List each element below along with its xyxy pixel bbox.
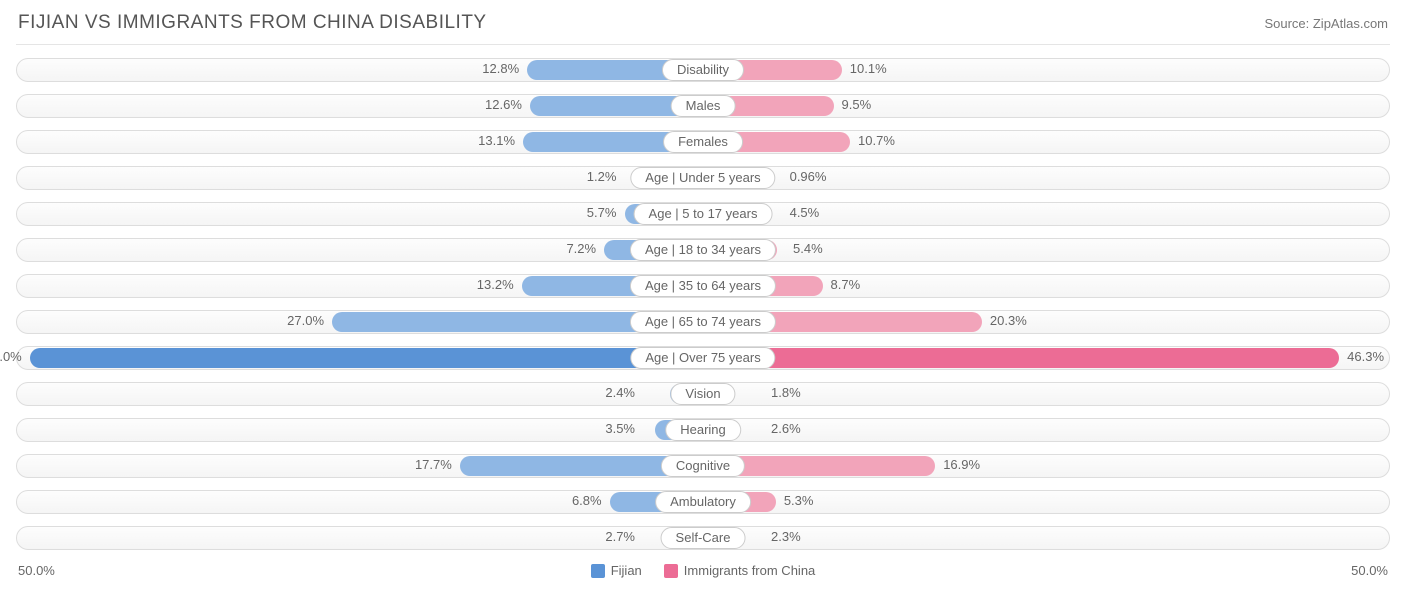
chart-area: Disability 12.8% 10.1% Males 12.6% 9.5% Female… bbox=[16, 44, 1390, 553]
value-right: 9.5% bbox=[842, 97, 872, 112]
chart-row: Age | Over 75 years49.0%46.3% bbox=[16, 343, 1390, 373]
value-right: 20.3% bbox=[990, 313, 1027, 328]
value-left: 27.0% bbox=[287, 313, 324, 328]
value-left: 1.2% bbox=[587, 169, 617, 184]
chart-title: FIJIAN VS IMMIGRANTS FROM CHINA DISABILI… bbox=[18, 12, 487, 34]
chart-source: Source: ZipAtlas.com bbox=[1264, 16, 1388, 31]
row-label: Age | 35 to 64 years bbox=[630, 275, 776, 297]
value-right: 2.3% bbox=[771, 529, 801, 544]
axis-left-max: 50.0% bbox=[18, 563, 55, 578]
row-label: Males bbox=[671, 95, 736, 117]
row-label: Age | 18 to 34 years bbox=[630, 239, 776, 261]
value-right: 5.3% bbox=[784, 493, 814, 508]
row-label: Females bbox=[663, 131, 743, 153]
bar-right bbox=[703, 348, 1339, 368]
row-label: Vision bbox=[670, 383, 735, 405]
row-label: Hearing bbox=[665, 419, 741, 441]
chart-header: FIJIAN VS IMMIGRANTS FROM CHINA DISABILI… bbox=[16, 12, 1390, 44]
chart-footer: 50.0% Fijian Immigrants from China 50.0% bbox=[16, 559, 1390, 578]
value-left: 5.7% bbox=[587, 205, 617, 220]
value-right: 5.4% bbox=[793, 241, 823, 256]
value-left: 49.0% bbox=[0, 349, 22, 364]
value-right: 2.6% bbox=[771, 421, 801, 436]
value-left: 12.8% bbox=[482, 61, 519, 76]
legend-label-left: Fijian bbox=[611, 563, 642, 578]
value-right: 10.7% bbox=[858, 133, 895, 148]
chart-row: Self-Care 2.7% 2.3% bbox=[16, 523, 1390, 553]
value-right: 8.7% bbox=[831, 277, 861, 292]
bar-left bbox=[30, 348, 703, 368]
chart-row: Age | 18 to 34 years 7.2% 5.4% bbox=[16, 235, 1390, 265]
row-label: Cognitive bbox=[661, 455, 745, 477]
value-left: 17.7% bbox=[415, 457, 452, 472]
legend-swatch-left bbox=[591, 564, 605, 578]
legend-item-right: Immigrants from China bbox=[664, 563, 815, 578]
chart-row: Disability 12.8% 10.1% bbox=[16, 55, 1390, 85]
value-left: 12.6% bbox=[485, 97, 522, 112]
chart-row: Cognitive 17.7% 16.9% bbox=[16, 451, 1390, 481]
chart-row: Age | 35 to 64 years 13.2% 8.7% bbox=[16, 271, 1390, 301]
value-right: 0.96% bbox=[790, 169, 827, 184]
value-left: 2.4% bbox=[605, 385, 635, 400]
row-label: Age | 65 to 74 years bbox=[630, 311, 776, 333]
legend-label-right: Immigrants from China bbox=[684, 563, 815, 578]
value-left: 2.7% bbox=[605, 529, 635, 544]
chart-row: Ambulatory 6.8% 5.3% bbox=[16, 487, 1390, 517]
legend-item-left: Fijian bbox=[591, 563, 642, 578]
row-label: Age | 5 to 17 years bbox=[634, 203, 773, 225]
axis-right-max: 50.0% bbox=[1351, 563, 1388, 578]
value-left: 7.2% bbox=[566, 241, 596, 256]
chart-row: Females 13.1% 10.7% bbox=[16, 127, 1390, 157]
row-label: Self-Care bbox=[661, 527, 746, 549]
value-left: 3.5% bbox=[605, 421, 635, 436]
value-right: 1.8% bbox=[771, 385, 801, 400]
value-right: 10.1% bbox=[850, 61, 887, 76]
value-left: 13.1% bbox=[478, 133, 515, 148]
value-right: 46.3% bbox=[1347, 349, 1384, 364]
row-label: Disability bbox=[662, 59, 744, 81]
legend: Fijian Immigrants from China bbox=[591, 563, 816, 578]
chart-row: Age | 65 to 74 years 27.0% 20.3% bbox=[16, 307, 1390, 337]
value-left: 13.2% bbox=[477, 277, 514, 292]
value-right: 16.9% bbox=[943, 457, 980, 472]
row-label: Age | Over 75 years bbox=[630, 347, 775, 369]
chart-row: Age | Under 5 years 1.2% 0.96% bbox=[16, 163, 1390, 193]
chart-row: Age | 5 to 17 years 5.7% 4.5% bbox=[16, 199, 1390, 229]
legend-swatch-right bbox=[664, 564, 678, 578]
chart-row: Vision 2.4% 1.8% bbox=[16, 379, 1390, 409]
chart-row: Hearing 3.5% 2.6% bbox=[16, 415, 1390, 445]
row-label: Ambulatory bbox=[655, 491, 751, 513]
value-right: 4.5% bbox=[790, 205, 820, 220]
value-left: 6.8% bbox=[572, 493, 602, 508]
chart-row: Males 12.6% 9.5% bbox=[16, 91, 1390, 121]
row-label: Age | Under 5 years bbox=[630, 167, 775, 189]
